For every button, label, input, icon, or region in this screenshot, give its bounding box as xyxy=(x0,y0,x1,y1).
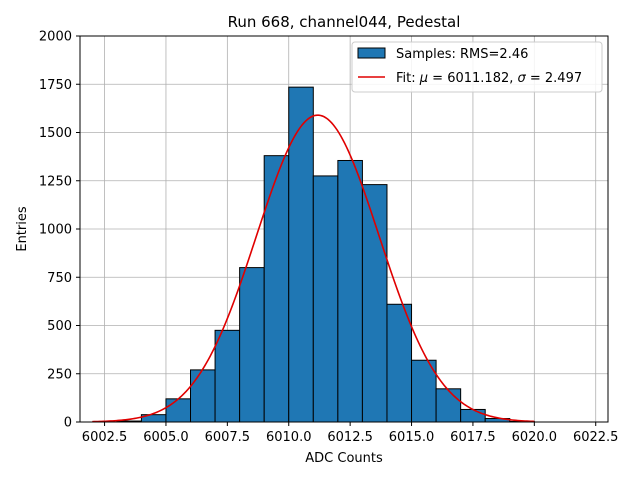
histogram-bar xyxy=(312,175,339,423)
y-tick-label: 500 xyxy=(47,319,72,334)
y-tick-label: 1000 xyxy=(39,223,72,238)
legend-sigma-value: = 2.497 xyxy=(526,71,582,86)
legend-samples-swatch xyxy=(357,47,386,59)
histogram-bar xyxy=(263,155,290,423)
histogram-bar xyxy=(411,359,437,423)
histogram-bar xyxy=(435,388,462,423)
histogram-bars xyxy=(116,86,535,423)
histogram-bar xyxy=(165,398,192,423)
histogram-bar xyxy=(337,159,363,423)
chart-title: Run 668, channel044, Pedestal xyxy=(228,13,461,31)
legend: Samples: RMS=2.46 Fit: μ = 6011.182, σ =… xyxy=(351,41,603,93)
x-tick-label: 6022.5 xyxy=(573,430,619,445)
y-axis-ticks: 0 250 500 750 1000 1250 1500 1750 2000 xyxy=(39,30,80,431)
legend-sigma-symbol: σ xyxy=(518,71,527,86)
y-tick-label: 1500 xyxy=(39,126,72,141)
histogram-bar xyxy=(214,329,241,423)
histogram-bar xyxy=(460,408,486,423)
y-tick-label: 750 xyxy=(47,271,72,286)
x-tick-label: 6017.5 xyxy=(450,430,496,445)
y-tick-label: 2000 xyxy=(39,30,72,45)
x-tick-label: 6002.5 xyxy=(82,430,128,445)
legend-samples-label: Samples: RMS=2.46 xyxy=(396,47,528,62)
x-tick-label: 6012.5 xyxy=(327,430,373,445)
y-tick-label: 1250 xyxy=(39,174,72,189)
legend-mu-value: = 6011.182, xyxy=(428,71,517,86)
x-tick-label: 6007.5 xyxy=(205,430,251,445)
histogram-bar xyxy=(190,369,216,423)
legend-mu-symbol: μ xyxy=(419,71,428,86)
legend-box xyxy=(351,41,603,93)
x-axis-title: ADC Counts xyxy=(305,451,383,466)
fit-curve xyxy=(92,114,535,423)
x-axis-ticks: 6002.5 6005.0 6007.5 6010.0 6012.5 6015.0 6017… xyxy=(82,422,619,445)
y-tick-label: 1750 xyxy=(39,78,72,93)
y-axis-title: Entries xyxy=(15,206,30,252)
y-tick-label: 250 xyxy=(47,367,72,382)
histogram-bar xyxy=(386,303,413,423)
x-tick-label: 6015.0 xyxy=(389,430,435,445)
legend-fit-prefix: Fit: xyxy=(396,71,420,86)
y-tick-label: 0 xyxy=(64,416,72,431)
legend-fit-label: Fit: μ = 6011.182, σ = 2.497 xyxy=(396,71,582,86)
histogram-bar xyxy=(239,267,265,423)
x-tick-label: 6020.0 xyxy=(512,430,558,445)
x-tick-label: 6010.0 xyxy=(266,430,312,445)
histogram-bar xyxy=(288,86,314,423)
x-tick-label: 6005.0 xyxy=(143,430,189,445)
